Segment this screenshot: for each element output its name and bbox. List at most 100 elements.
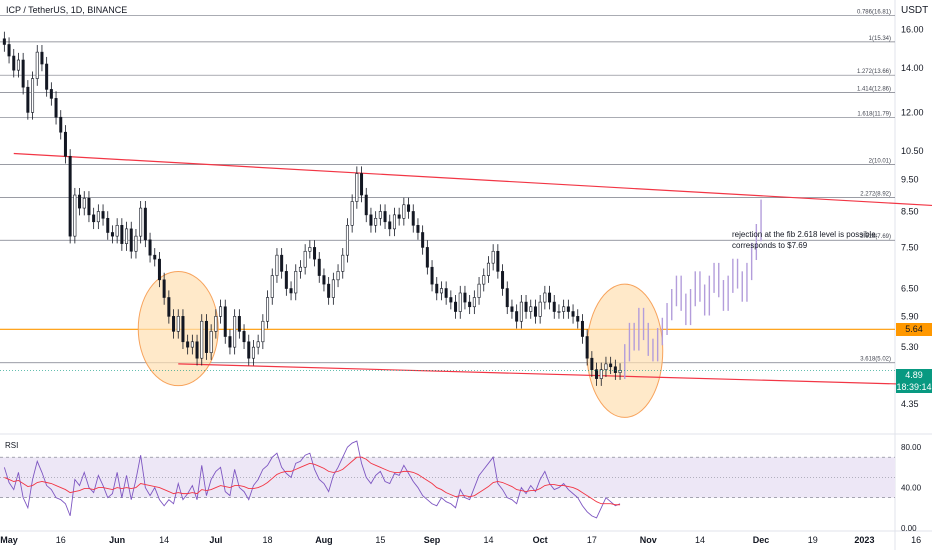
candle-body	[115, 225, 119, 237]
candle-body	[609, 363, 613, 368]
support-price-label: 5.64	[896, 322, 932, 336]
candle-body	[529, 306, 533, 312]
candle-body	[26, 86, 30, 113]
candle-body	[233, 316, 237, 348]
candle-body	[341, 254, 345, 272]
candle-body	[468, 301, 472, 308]
candle-body	[73, 194, 77, 237]
countdown-timer: 18:39:14	[896, 382, 932, 393]
price-tick-label: 5.30	[901, 342, 919, 352]
candle-body	[162, 279, 166, 298]
candle-body	[510, 306, 514, 312]
candle-body	[125, 228, 129, 244]
candle-body	[148, 239, 152, 256]
candle-body	[172, 316, 176, 332]
candle-body	[35, 51, 39, 79]
candle-body	[256, 341, 260, 348]
time-tick-label: 14	[695, 535, 705, 545]
price-tick-label: 16.00	[901, 25, 924, 35]
candle-body	[204, 320, 208, 353]
rsi-line	[3, 440, 621, 519]
candle-body	[280, 254, 284, 272]
last-price-value: 4.89	[905, 370, 923, 381]
candle-body	[421, 232, 425, 248]
candle-body	[157, 258, 161, 281]
candle-body	[374, 217, 378, 226]
time-tick-label: Nov	[640, 535, 657, 545]
candle-body	[355, 173, 359, 202]
price-tick-label: 7.50	[901, 242, 919, 252]
candle-body	[92, 214, 96, 223]
candle-body	[402, 204, 406, 219]
candle-body	[219, 306, 223, 317]
candle-body	[397, 214, 401, 219]
time-tick-label: 14	[483, 535, 493, 545]
candle-body	[562, 306, 566, 312]
candle-body	[599, 369, 603, 379]
candle-body	[7, 44, 11, 57]
candle-body	[360, 173, 364, 196]
candle-body	[209, 331, 213, 353]
candle-body	[313, 247, 317, 260]
chart-annotation: rejection at the fib 2.618 level is poss…	[732, 229, 878, 251]
rsi-tick-label: 40.00	[901, 484, 922, 493]
candle-body	[153, 254, 157, 260]
candle-body	[576, 316, 580, 322]
candle-body	[538, 301, 542, 317]
price-tick-label: 6.50	[901, 284, 919, 294]
fib-level-label: 2.618(7.69)	[860, 234, 891, 240]
rsi-tick-label: 80.00	[901, 443, 922, 452]
candle-body	[143, 207, 147, 241]
candle-body	[505, 288, 509, 308]
candle-body	[308, 247, 312, 252]
candle-body	[548, 292, 552, 303]
candle-body	[524, 301, 528, 312]
candle-body	[186, 341, 190, 348]
candle-body	[82, 197, 86, 209]
candle-body	[228, 336, 232, 348]
candle-body	[590, 357, 594, 370]
rsi-tick-label: 0.00	[901, 524, 917, 533]
fib-level-label: 2(10.01)	[869, 158, 891, 164]
price-tick-label: 14.00	[901, 63, 924, 73]
time-tick-label: 16	[911, 535, 921, 545]
candle-body	[345, 225, 349, 256]
candle-body	[167, 297, 171, 317]
candle-body	[317, 258, 321, 276]
candle-body	[45, 63, 49, 90]
time-tick-label: 15	[375, 535, 385, 545]
candle-body	[458, 292, 462, 312]
candle-body	[425, 247, 429, 268]
candle-body	[411, 211, 415, 226]
price-tick-label: 12.00	[901, 107, 924, 117]
fib-level-label: 1.618(11.79)	[857, 111, 891, 117]
time-tick-label: Aug	[315, 535, 333, 545]
candle-body	[472, 297, 476, 308]
candle-body	[59, 116, 63, 133]
candle-body	[237, 316, 241, 332]
fib-level-label: 1.414(12.86)	[857, 87, 891, 93]
candle-body	[2, 38, 6, 45]
price-tick-label: 8.50	[901, 206, 919, 216]
candle-body	[261, 320, 265, 343]
candle-body	[303, 250, 307, 268]
candle-body	[435, 283, 439, 294]
candle-body	[557, 311, 561, 313]
price-tick-label: 9.50	[901, 175, 919, 185]
candle-body	[369, 214, 373, 226]
rsi-ma-line	[4, 456, 621, 506]
candle-body	[78, 194, 82, 209]
time-tick-label: 16	[56, 535, 66, 545]
fib-level-label: 3.618(5.02)	[860, 357, 891, 363]
candle-body	[486, 262, 490, 276]
candle-body	[12, 55, 16, 71]
candle-body	[87, 197, 91, 216]
time-tick-label: Oct	[533, 535, 548, 545]
candle-body	[515, 311, 519, 322]
time-tick-label: May	[0, 535, 18, 545]
candle-body	[190, 341, 194, 348]
time-tick-label: 14	[159, 535, 169, 545]
candle-body	[31, 78, 35, 113]
candle-body	[106, 217, 110, 233]
